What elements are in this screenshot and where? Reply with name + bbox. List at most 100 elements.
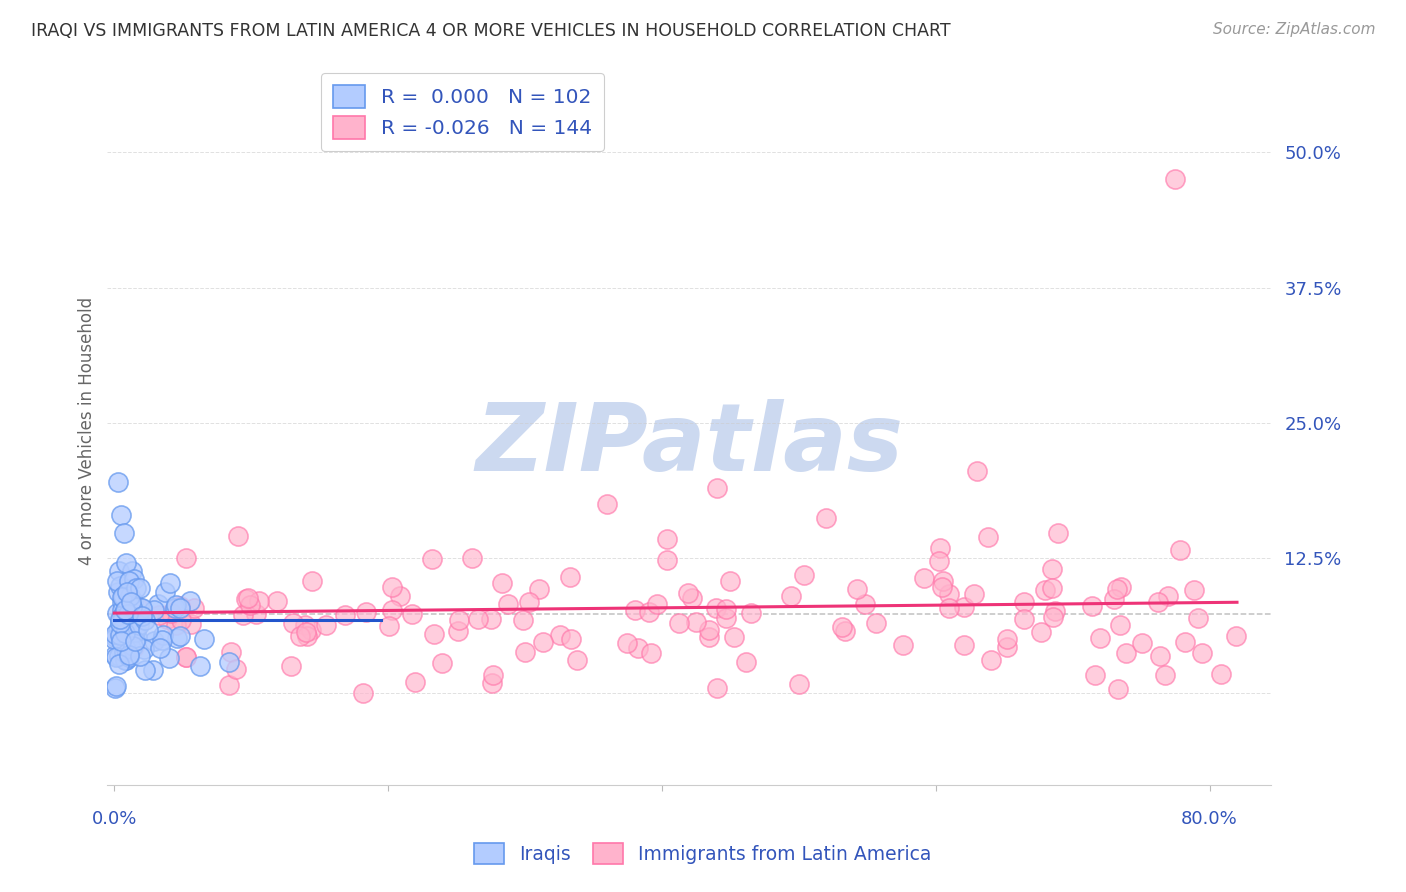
Point xyxy=(977,530,1000,544)
Point xyxy=(128,581,150,595)
Point xyxy=(111,595,134,609)
Point xyxy=(115,585,138,599)
Point xyxy=(1164,172,1187,186)
Point xyxy=(846,582,869,597)
Point xyxy=(657,532,679,546)
Point xyxy=(104,630,127,644)
Point xyxy=(831,619,853,633)
Point xyxy=(107,648,129,663)
Point xyxy=(980,653,1002,667)
Point xyxy=(1209,666,1232,681)
Point xyxy=(159,576,181,591)
Point xyxy=(121,637,143,651)
Point xyxy=(780,589,803,603)
Point xyxy=(104,648,127,662)
Point xyxy=(107,584,129,599)
Point xyxy=(180,617,202,632)
Point xyxy=(174,649,197,664)
Point xyxy=(1033,582,1056,597)
Point xyxy=(128,618,150,632)
Point xyxy=(596,497,619,511)
Point xyxy=(122,640,145,654)
Point xyxy=(1168,543,1191,558)
Point xyxy=(1225,629,1247,643)
Point xyxy=(124,634,146,648)
Point xyxy=(114,626,136,640)
Point xyxy=(640,646,662,660)
Point xyxy=(404,675,426,690)
Point xyxy=(115,557,138,571)
Point xyxy=(787,677,810,691)
Point xyxy=(938,587,960,601)
Point xyxy=(249,594,271,608)
Point xyxy=(138,624,160,638)
Point xyxy=(1187,610,1209,624)
Point xyxy=(995,640,1018,654)
Point xyxy=(714,602,737,616)
Point xyxy=(112,526,135,541)
Point xyxy=(815,511,838,525)
Point xyxy=(1088,631,1111,645)
Point xyxy=(1191,646,1213,660)
Point xyxy=(1105,582,1128,596)
Point xyxy=(529,582,551,596)
Point xyxy=(111,646,134,660)
Point xyxy=(963,586,986,600)
Point xyxy=(108,632,131,647)
Point xyxy=(115,610,138,624)
Point xyxy=(115,615,138,629)
Point xyxy=(155,585,177,599)
Point xyxy=(157,650,180,665)
Point xyxy=(560,632,582,646)
Point xyxy=(125,630,148,644)
Point xyxy=(496,597,519,611)
Point xyxy=(378,619,401,633)
Point xyxy=(110,621,132,635)
Point xyxy=(1147,595,1170,609)
Point xyxy=(1102,592,1125,607)
Point xyxy=(865,615,887,630)
Point xyxy=(723,630,745,644)
Point xyxy=(834,624,856,639)
Point xyxy=(1107,681,1129,696)
Point xyxy=(134,663,156,677)
Point xyxy=(107,623,129,637)
Text: IRAQI VS IMMIGRANTS FROM LATIN AMERICA 4 OR MORE VEHICLES IN HOUSEHOLD CORRELATI: IRAQI VS IMMIGRANTS FROM LATIN AMERICA 4… xyxy=(31,22,950,40)
Point xyxy=(706,681,728,695)
Point xyxy=(245,607,267,621)
Point xyxy=(148,607,170,622)
Point xyxy=(301,574,323,588)
Point xyxy=(1081,599,1104,613)
Point xyxy=(107,574,129,589)
Point xyxy=(104,626,127,640)
Point xyxy=(118,574,141,588)
Point xyxy=(117,608,139,623)
Point xyxy=(112,589,135,603)
Point xyxy=(110,633,132,648)
Point xyxy=(156,612,179,626)
Point xyxy=(112,631,135,645)
Point xyxy=(735,655,758,669)
Legend: Iraqis, Immigrants from Latin America: Iraqis, Immigrants from Latin America xyxy=(467,835,939,871)
Point xyxy=(120,590,142,604)
Point xyxy=(131,608,153,623)
Point xyxy=(188,659,211,673)
Point xyxy=(1157,589,1180,603)
Point xyxy=(121,605,143,619)
Point xyxy=(280,659,302,673)
Point xyxy=(461,550,484,565)
Point xyxy=(131,600,153,615)
Point xyxy=(515,645,537,659)
Point xyxy=(127,600,149,615)
Point xyxy=(134,642,156,657)
Point xyxy=(128,648,150,663)
Point xyxy=(1043,604,1066,618)
Point xyxy=(447,624,470,638)
Point xyxy=(122,572,145,586)
Point xyxy=(354,605,377,619)
Point xyxy=(110,627,132,641)
Point xyxy=(793,568,815,582)
Point xyxy=(166,631,188,645)
Text: 0.0%: 0.0% xyxy=(91,810,136,828)
Point xyxy=(193,632,215,646)
